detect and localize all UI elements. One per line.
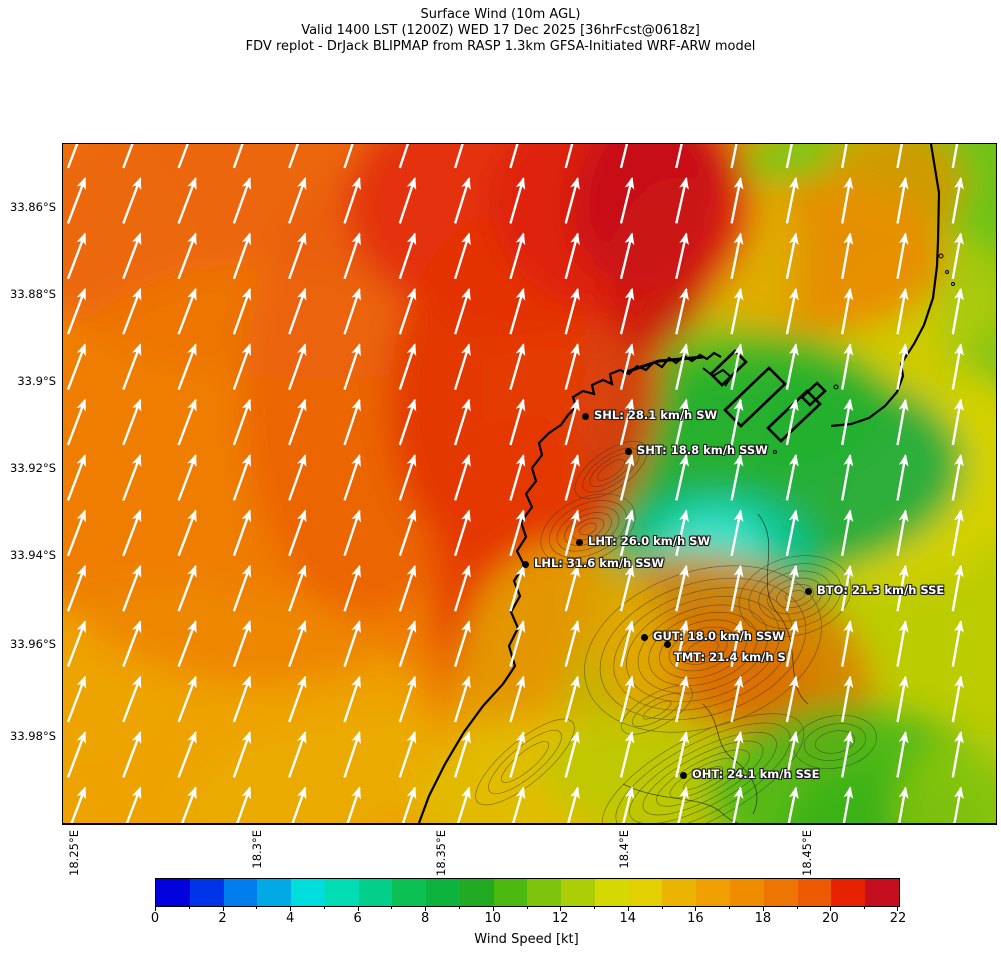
colorbar-tick (830, 906, 832, 911)
colorbar-segment (257, 879, 292, 906)
plot-title: Surface Wind (10m AGL) (420, 7, 581, 22)
colorbar-tick-label: 14 (619, 911, 637, 926)
colorbar-tick (526, 906, 528, 909)
colorbar-tick (256, 906, 258, 909)
plot-source: FDV replot - DrJack BLIPMAP from RASP 1.… (245, 39, 756, 54)
station-label-sht: SHT: 18.8 km/h SSW (637, 443, 768, 457)
colorbar-tick-label: 0 (150, 911, 160, 926)
colorbar-segment (662, 879, 697, 906)
station-dot-lhl (522, 561, 529, 568)
colorbar-tick (155, 906, 156, 911)
station-dot-tmt (664, 641, 671, 648)
colorbar-segment (594, 879, 629, 906)
station-dot-sht (625, 448, 632, 455)
colorbar-segment (797, 879, 832, 906)
colorbar-tick-label: 6 (353, 911, 362, 926)
colorbar-tick (222, 906, 224, 911)
lat-tick-label: 33.86°S (10, 200, 56, 214)
colorbar-tick (864, 906, 866, 909)
colorbar-segment (493, 879, 528, 906)
colorbar-tick-label: 4 (285, 911, 295, 926)
lat-tick-label: 33.94°S (10, 548, 56, 562)
station-label-shl: SHL: 28.1 km/h SW (594, 408, 718, 422)
wind-speed-field (63, 144, 996, 823)
colorbar-tick-label: 22 (889, 911, 907, 926)
wind-arrows (66, 144, 964, 823)
colorbar-segment (831, 879, 866, 906)
wind-speed-colorbar (155, 878, 900, 907)
lon-tick-label: 18.35°E (434, 830, 448, 876)
colorbar-segment (324, 879, 359, 906)
lon-tick-label: 18.45°E (800, 830, 814, 876)
colorbar-tick-label: 8 (421, 911, 430, 926)
colorbar-segment (426, 879, 460, 906)
plot-valid-time: Valid 1400 LST (1200Z) WED 17 Dec 2025 [… (301, 23, 700, 38)
colorbar-tick (762, 906, 764, 911)
station-dot-oht (680, 772, 687, 779)
station-label-lhl: LHL: 31.6 km/h SSW (534, 556, 665, 570)
colorbar-tick (188, 906, 190, 909)
lon-tick-label: 18.3°E (250, 830, 264, 869)
station-dot-gut (641, 634, 648, 641)
colorbar-tick (323, 906, 325, 909)
colorbar-tick (627, 906, 629, 911)
colorbar-tick (458, 906, 460, 909)
colorbar-segment (628, 879, 663, 906)
wind-field-canvas (63, 144, 996, 823)
colorbar-tick (425, 906, 427, 911)
colorbar-segment (459, 879, 494, 906)
lat-tick-label: 33.9°S (17, 374, 56, 388)
lat-tick-label: 33.92°S (10, 461, 56, 475)
station-label-bto: BTO: 21.3 km/h SSE (817, 583, 945, 597)
colorbar-segment (696, 879, 731, 906)
colorbar-tick (796, 906, 798, 909)
harbour-docks (622, 349, 827, 443)
colorbar-segment (223, 879, 258, 906)
station-label-gut: GUT: 18.0 km/h SSW (653, 629, 785, 643)
colorbar-tick-label: 20 (822, 911, 839, 926)
colorbar-tick (897, 906, 898, 911)
station-dot-bto (805, 588, 812, 595)
lon-tick-label: 18.25°E (67, 830, 81, 876)
lat-tick-label: 33.96°S (10, 637, 56, 651)
colorbar-segment (392, 879, 427, 906)
colorbar-tick-label: 2 (218, 911, 227, 926)
colorbar-tick (661, 906, 663, 909)
station-label-tmt: TMT: 21.4 km/h S (674, 650, 786, 664)
colorbar-tick (492, 906, 494, 911)
station-dot-shl (582, 413, 589, 420)
colorbar-segment (865, 879, 899, 906)
station-label-lht: LHT: 26.0 km/h SW (588, 534, 711, 548)
lon-tick-label: 18.4°E (617, 830, 631, 869)
colorbar-tick (729, 906, 731, 909)
colorbar-tick (290, 906, 292, 911)
colorbar-segment (156, 879, 190, 906)
colorbar-tick (357, 906, 359, 911)
colorbar-tick-label: 12 (551, 911, 569, 926)
wind-map: SHL: 28.1 km/h SW SHT: 18.8 km/h SSW LHT: … (62, 143, 997, 825)
colorbar-tick (391, 906, 393, 909)
station-dot-lht (576, 539, 583, 546)
colorbar-tick (594, 906, 596, 909)
colorbar-segment (291, 879, 325, 906)
plot-header: Surface Wind (10m AGL) Valid 1400 LST (1… (0, 7, 1001, 55)
colorbar-segment (189, 879, 224, 906)
islets (761, 253, 955, 454)
lat-tick-label: 33.88°S (10, 287, 56, 301)
colorbar-tick-label: 10 (484, 911, 501, 926)
station-label-oht: OHT: 24.1 km/h SSE (692, 767, 820, 781)
colorbar-tick (560, 906, 562, 911)
colorbar-segment (763, 879, 798, 906)
lat-tick-label: 33.98°S (10, 729, 56, 743)
colorbar-segment (358, 879, 393, 906)
colorbar-tick (695, 906, 697, 911)
colorbar-segment (561, 879, 595, 906)
colorbar-tick-label: 16 (687, 911, 704, 926)
colorbar-segment (527, 879, 562, 906)
colorbar-tick-label: 18 (754, 911, 772, 926)
colorbar-label: Wind Speed [kt] (474, 932, 579, 947)
colorbar-segment (730, 879, 764, 906)
